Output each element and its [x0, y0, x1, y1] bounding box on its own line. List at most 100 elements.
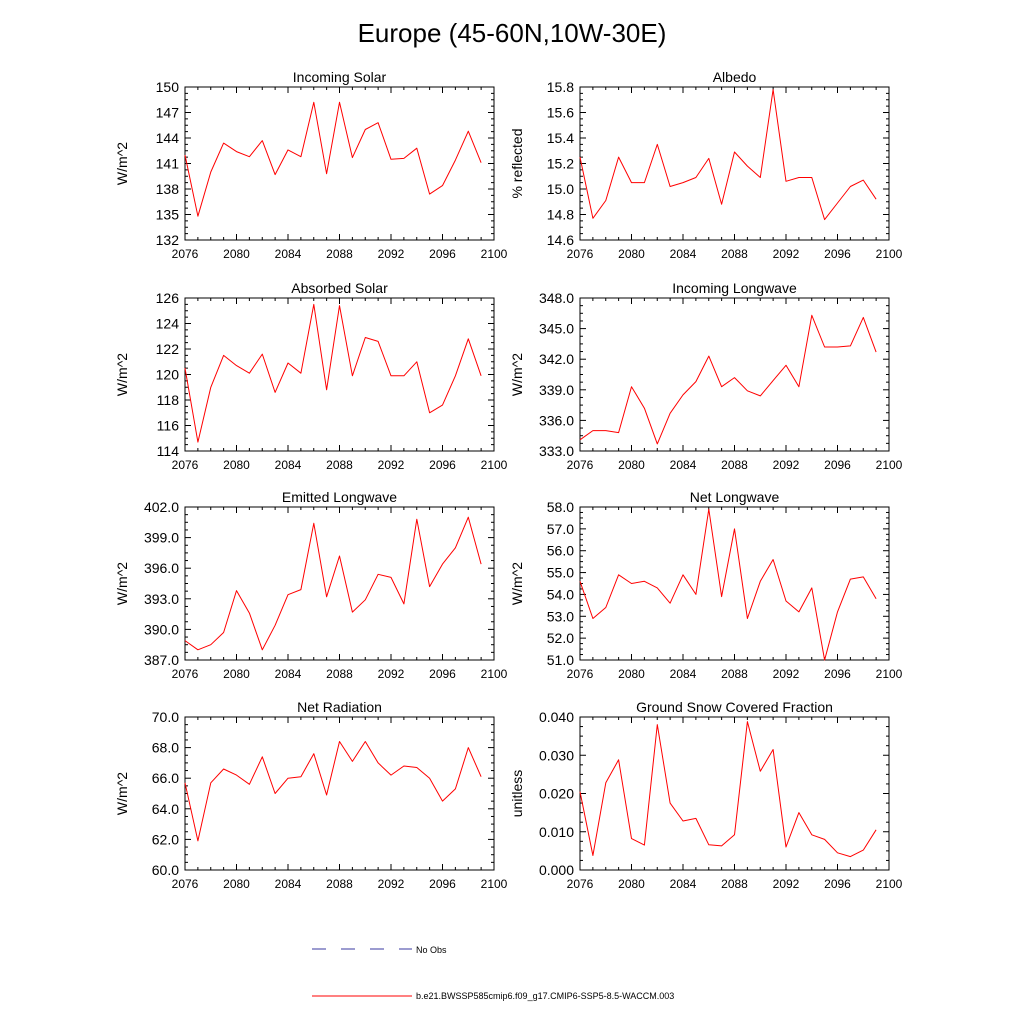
chart-title: Absorbed Solar [291, 280, 388, 296]
x-tick-label: 2100 [481, 877, 508, 891]
legend-no-obs-label: No Obs [416, 945, 447, 955]
x-tick-label: 2100 [481, 458, 508, 472]
y-tick-label: 15.8 [547, 79, 574, 95]
series-line [184, 101, 482, 217]
y-axis-label: W/m^2 [509, 562, 525, 605]
chart-absorbed-solar: Absorbed Solar W/m^2 2076 2080 2084 2088 2092 2… [114, 280, 508, 472]
y-tick-label: 58.0 [547, 499, 574, 515]
x-tick-label: 2076 [567, 247, 594, 261]
x-tick-label: 2084 [670, 667, 697, 681]
chart-title: Net Radiation [297, 699, 382, 715]
plot-frame [184, 716, 495, 871]
series-line [579, 89, 877, 221]
x-tick-label: 2076 [172, 247, 199, 261]
plot-frame [579, 297, 890, 452]
x-tick-label: 2084 [275, 458, 302, 472]
x-tick-label: 2088 [721, 458, 748, 472]
x-tick-label: 2080 [618, 877, 645, 891]
y-tick-label: 116 [157, 418, 180, 434]
y-tick-label: 336.0 [539, 412, 574, 428]
y-tick-label: 393.0 [144, 591, 179, 607]
x-tick-label: 2092 [378, 667, 405, 681]
x-tick-label: 2080 [223, 247, 250, 261]
y-tick-label: 144 [156, 130, 180, 146]
chart-title: Net Longwave [690, 489, 780, 505]
plot-frame [184, 86, 495, 241]
chart-ground-snow-covered-fraction: Ground Snow Covered Fraction unitless 2076… [509, 699, 903, 891]
x-tick-label: 2076 [567, 458, 594, 472]
y-tick-label: 132 [156, 232, 180, 248]
series-line [184, 741, 482, 842]
x-tick-label: 2076 [172, 877, 199, 891]
y-tick-label: 387.0 [144, 652, 179, 668]
x-tick-label: 2092 [773, 667, 800, 681]
y-tick-label: 147 [156, 105, 180, 121]
y-tick-label: 390.0 [144, 621, 179, 637]
chart-incoming-solar: Incoming Solar W/m^2 2076 2080 2084 2088 2092 2… [114, 69, 508, 261]
y-axis-label: unitless [509, 770, 525, 817]
y-tick-label: 114 [157, 443, 180, 459]
x-tick-label: 2096 [429, 247, 456, 261]
y-tick-label: 51.0 [547, 652, 574, 668]
x-tick-label: 2100 [876, 247, 903, 261]
chart-title: Albedo [713, 69, 757, 85]
x-tick-label: 2100 [876, 458, 903, 472]
x-tick-label: 2088 [326, 458, 353, 472]
x-tick-label: 2096 [429, 458, 456, 472]
x-tick-label: 2084 [275, 667, 302, 681]
y-tick-label: 64.0 [152, 801, 179, 817]
x-tick-label: 2096 [824, 877, 851, 891]
chart-emitted-longwave: Emitted Longwave W/m^2 2076 2080 2084 2088 209… [114, 489, 508, 681]
legend: No Obs b.e21.BWSSP585cmip6.f09_g17.CMIP6… [312, 945, 674, 1001]
y-tick-label: 68.0 [152, 740, 179, 756]
y-tick-label: 0.010 [539, 824, 574, 840]
x-tick-label: 2088 [721, 667, 748, 681]
x-tick-label: 2080 [223, 877, 250, 891]
y-tick-label: 54.0 [547, 586, 574, 602]
x-tick-label: 2088 [721, 247, 748, 261]
x-tick-label: 2076 [172, 458, 199, 472]
chart-title: Incoming Solar [293, 69, 387, 85]
x-tick-label: 2076 [172, 667, 199, 681]
x-tick-label: 2092 [773, 247, 800, 261]
y-axis-label: % reflected [509, 128, 525, 198]
y-tick-label: 52.0 [547, 630, 574, 646]
x-tick-label: 2092 [378, 877, 405, 891]
y-axis-label: W/m^2 [114, 562, 130, 605]
x-tick-label: 2084 [275, 877, 302, 891]
x-tick-label: 2096 [429, 877, 456, 891]
chart-net-longwave: Net Longwave W/m^2 2076 2080 2084 2088 2092 209… [509, 489, 903, 681]
x-tick-label: 2092 [378, 458, 405, 472]
x-tick-label: 2080 [618, 458, 645, 472]
y-tick-label: 150 [156, 79, 180, 95]
x-tick-label: 2080 [223, 667, 250, 681]
y-tick-label: 15.2 [547, 156, 574, 172]
x-tick-label: 2100 [876, 877, 903, 891]
chart-albedo: Albedo % reflected 2076 2080 2084 2088 2092 209… [509, 69, 903, 261]
y-axis-label: W/m^2 [114, 353, 130, 396]
x-tick-label: 2088 [721, 877, 748, 891]
y-tick-label: 141 [156, 156, 180, 172]
x-tick-label: 2092 [773, 877, 800, 891]
x-tick-label: 2084 [670, 247, 697, 261]
x-tick-label: 2080 [618, 667, 645, 681]
x-tick-label: 2100 [481, 667, 508, 681]
y-tick-label: 66.0 [152, 770, 179, 786]
y-axis-label: W/m^2 [114, 142, 130, 185]
plot-frame [184, 297, 495, 452]
y-tick-label: 60.0 [152, 862, 179, 878]
x-tick-label: 2088 [326, 667, 353, 681]
y-tick-label: 70.0 [152, 709, 179, 725]
x-tick-label: 2100 [876, 667, 903, 681]
x-tick-label: 2084 [670, 458, 697, 472]
x-tick-label: 2088 [326, 877, 353, 891]
y-tick-label: 345.0 [539, 321, 574, 337]
y-tick-label: 0.000 [539, 862, 574, 878]
x-tick-label: 2096 [824, 458, 851, 472]
y-tick-label: 15.6 [547, 105, 574, 121]
y-tick-label: 15.4 [547, 130, 574, 146]
x-tick-label: 2096 [824, 247, 851, 261]
y-tick-label: 15.0 [547, 181, 574, 197]
x-tick-label: 2076 [567, 877, 594, 891]
